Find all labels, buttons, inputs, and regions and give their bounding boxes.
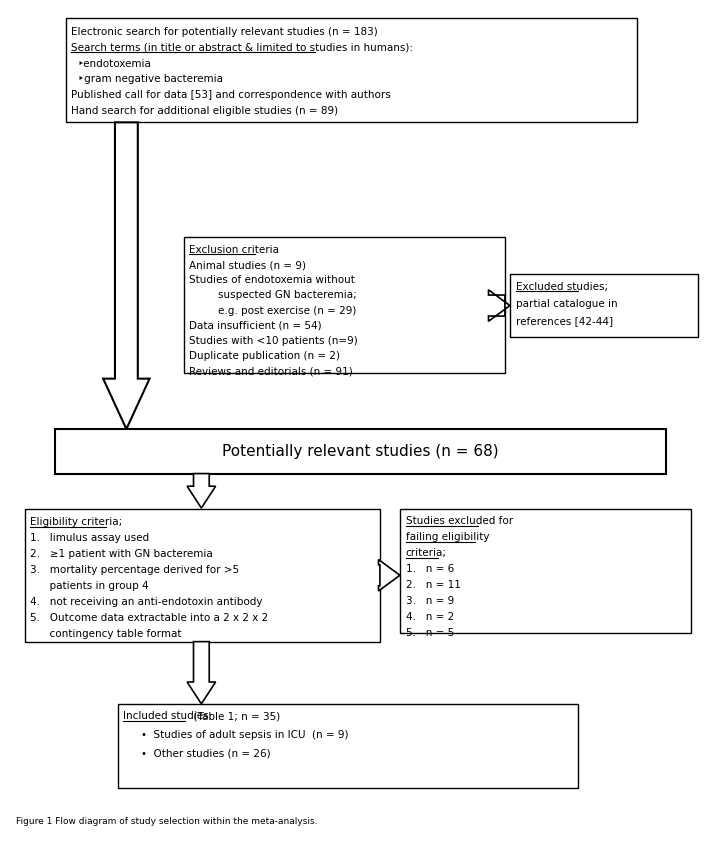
Bar	[400, 509, 691, 633]
Text: ‣endotoxemia: ‣endotoxemia	[78, 58, 152, 68]
Text: 5.   n = 5: 5. n = 5	[406, 628, 454, 638]
Text: Search terms (in title or abstract & limited to studies in humans):: Search terms (in title or abstract & lim…	[71, 42, 413, 52]
Text: 3.   n = 9: 3. n = 9	[406, 596, 454, 606]
Text: patients in group 4: patients in group 4	[30, 581, 148, 591]
Text: 5.   Outcome data extractable into a 2 x 2 x 2: 5. Outcome data extractable into a 2 x 2…	[30, 613, 268, 623]
Text: Animal studies (n = 9): Animal studies (n = 9)	[189, 260, 306, 270]
Polygon shape	[488, 290, 510, 321]
Text: Eligibility criteria;: Eligibility criteria;	[30, 518, 122, 527]
Bar	[55, 429, 665, 474]
Text: ‣gram negative bacteremia: ‣gram negative bacteremia	[78, 74, 223, 84]
Text: references [42-44]: references [42-44]	[516, 315, 613, 325]
Text: suspected GN bacteremia;: suspected GN bacteremia;	[218, 291, 356, 300]
Polygon shape	[187, 642, 216, 704]
Bar	[184, 237, 505, 373]
Text: e.g. post exercise (n = 29): e.g. post exercise (n = 29)	[218, 305, 356, 315]
Bar	[66, 19, 637, 122]
Text: failing eligibility: failing eligibility	[406, 533, 489, 542]
Bar	[25, 509, 380, 642]
Text: criteria;: criteria;	[406, 549, 447, 558]
Text: Studies excluded for: Studies excluded for	[406, 517, 513, 526]
Text: Excluded studies;: Excluded studies;	[516, 282, 608, 292]
Text: Duplicate publication (n = 2): Duplicate publication (n = 2)	[189, 351, 341, 361]
Polygon shape	[103, 122, 150, 429]
Text: 4.   not receiving an anti-endotoxin antibody: 4. not receiving an anti-endotoxin antib…	[30, 597, 262, 607]
Text: 1.   n = 6: 1. n = 6	[406, 564, 454, 574]
Text: Potentially relevant studies (n = 68): Potentially relevant studies (n = 68)	[222, 443, 499, 459]
Text: partial catalogue in: partial catalogue in	[516, 298, 617, 309]
Text: 2.   ≥1 patient with GN bacteremia: 2. ≥1 patient with GN bacteremia	[30, 549, 213, 559]
Text: Figure 1 Flow diagram of study selection within the meta-analysis.: Figure 1 Flow diagram of study selection…	[16, 818, 317, 826]
Text: Data insufficient (n = 54): Data insufficient (n = 54)	[189, 320, 322, 330]
Text: (Table 1; n = 35): (Table 1; n = 35)	[187, 711, 280, 722]
Text: •  Studies of adult sepsis in ICU  (n = 9): • Studies of adult sepsis in ICU (n = 9)	[141, 730, 348, 740]
Polygon shape	[187, 474, 216, 508]
Bar	[118, 704, 578, 788]
Text: Published call for data [53] and correspondence with authors: Published call for data [53] and corresp…	[71, 90, 391, 100]
Text: Electronic search for potentially relevant studies (n = 183): Electronic search for potentially releva…	[71, 27, 377, 36]
Text: Hand search for additional eligible studies (n = 89): Hand search for additional eligible stud…	[71, 106, 338, 116]
Text: Studies with <10 patients (n=9): Studies with <10 patients (n=9)	[189, 336, 358, 346]
Text: 4.   n = 2: 4. n = 2	[406, 612, 454, 622]
Polygon shape	[379, 560, 400, 591]
Text: Included studies:: Included studies:	[123, 711, 212, 722]
Text: 1.   limulus assay used: 1. limulus assay used	[30, 534, 149, 543]
Text: Reviews and editorials (n = 91): Reviews and editorials (n = 91)	[189, 366, 353, 376]
Text: 2.   n = 11: 2. n = 11	[406, 580, 460, 590]
Text: Studies of endotoxemia without: Studies of endotoxemia without	[189, 276, 355, 285]
Text: Exclusion criteria: Exclusion criteria	[189, 245, 279, 255]
Text: •  Other studies (n = 26): • Other studies (n = 26)	[141, 749, 270, 759]
Bar	[510, 275, 698, 337]
Text: 3.   mortality percentage derived for >5: 3. mortality percentage derived for >5	[30, 565, 239, 575]
Text: contingency table format: contingency table format	[30, 629, 181, 639]
